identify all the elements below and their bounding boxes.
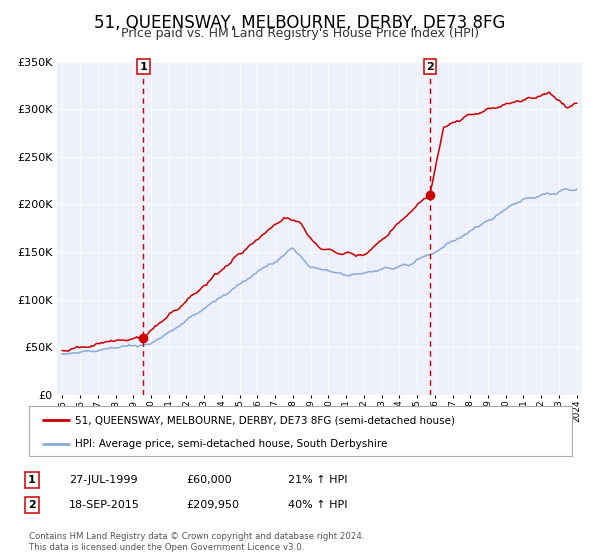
Text: 27-JUL-1999: 27-JUL-1999 [69,475,137,485]
Text: Contains HM Land Registry data © Crown copyright and database right 2024.: Contains HM Land Registry data © Crown c… [29,532,364,541]
Text: 21% ↑ HPI: 21% ↑ HPI [288,475,347,485]
Text: 18-SEP-2015: 18-SEP-2015 [69,500,140,510]
Text: This data is licensed under the Open Government Licence v3.0.: This data is licensed under the Open Gov… [29,543,304,552]
Text: 2: 2 [28,500,35,510]
Text: £60,000: £60,000 [186,475,232,485]
Text: 51, QUEENSWAY, MELBOURNE, DERBY, DE73 8FG: 51, QUEENSWAY, MELBOURNE, DERBY, DE73 8F… [94,14,506,32]
Text: £209,950: £209,950 [186,500,239,510]
Text: HPI: Average price, semi-detached house, South Derbyshire: HPI: Average price, semi-detached house,… [75,439,388,449]
Text: 40% ↑ HPI: 40% ↑ HPI [288,500,347,510]
Text: Price paid vs. HM Land Registry's House Price Index (HPI): Price paid vs. HM Land Registry's House … [121,27,479,40]
Text: 1: 1 [28,475,35,485]
Text: 51, QUEENSWAY, MELBOURNE, DERBY, DE73 8FG (semi-detached house): 51, QUEENSWAY, MELBOURNE, DERBY, DE73 8F… [75,415,455,425]
Text: 2: 2 [426,62,434,72]
Text: 1: 1 [140,62,147,72]
